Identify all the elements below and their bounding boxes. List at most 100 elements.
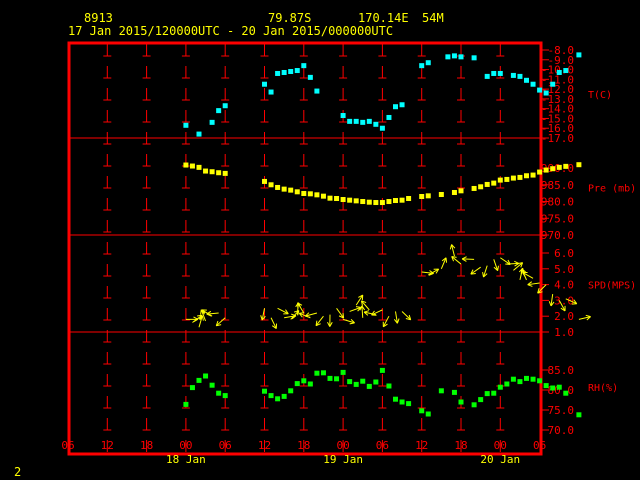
wind-arrow-head — [359, 305, 363, 311]
wind-arrow-head — [355, 306, 362, 308]
humidity-point — [517, 379, 523, 385]
humidity-point — [530, 376, 536, 382]
wind-arrow-shaft — [215, 317, 226, 327]
wind-arrow-shaft — [440, 257, 447, 269]
wind-arrow — [260, 308, 266, 321]
y-tick-label: 970.0 — [541, 229, 574, 242]
wind-arrow-head — [360, 300, 363, 306]
wind-arrow-head — [315, 323, 321, 327]
wind-arrow-shaft — [558, 300, 566, 312]
pressure-point — [373, 200, 379, 206]
wind-arrow-shaft — [382, 315, 390, 328]
temperature-point — [537, 87, 543, 93]
wind-arrow-head — [521, 268, 526, 273]
pressure-point — [438, 191, 444, 197]
wind-arrow-head — [361, 305, 366, 311]
wind-arrow — [371, 309, 383, 316]
y-tick-label: 975.0 — [541, 212, 574, 225]
wind-arrow-head — [297, 310, 300, 316]
humidity-point — [556, 384, 562, 390]
wind-arrow-shaft — [527, 282, 540, 286]
wind-arrow — [359, 305, 366, 318]
x-tick-label: 12 — [101, 439, 114, 452]
pressure-point — [484, 181, 490, 187]
temperature-point — [458, 54, 464, 60]
temperature-point — [360, 119, 366, 125]
wind-arrow-head — [315, 320, 318, 326]
temperature-point — [307, 74, 313, 80]
temperature-point — [353, 118, 359, 124]
x-tick-label: 06 — [376, 439, 389, 452]
humidity-point — [373, 379, 379, 385]
humidity-point — [471, 402, 477, 408]
temperature-point — [275, 70, 281, 76]
wind-arrow-head — [441, 257, 447, 262]
wind-arrow — [215, 317, 226, 327]
wind-arrow — [558, 300, 566, 312]
wind-arrow-head — [461, 256, 467, 260]
temperature-point — [576, 52, 582, 58]
temperature-point — [497, 70, 503, 76]
humidity-point — [379, 367, 385, 373]
wind-arrow-head — [201, 309, 205, 315]
wind-arrow-head — [297, 302, 303, 306]
wind-arrow-shaft — [277, 307, 289, 315]
y-tick-label: -16.0 — [541, 122, 574, 135]
temperature-point — [294, 68, 300, 74]
x-tick-label: 18 — [454, 439, 467, 452]
wind-arrow-shaft — [342, 318, 355, 324]
wind-arrow-head — [197, 314, 203, 317]
pressure-point — [360, 199, 366, 205]
humidity-point — [399, 399, 405, 405]
wind-arrow — [482, 265, 488, 278]
temperature-point — [196, 131, 202, 137]
temperature-point — [386, 114, 392, 120]
wind-arrow-head — [470, 273, 476, 275]
humidity-point — [203, 373, 209, 379]
temperature-point — [484, 73, 490, 79]
wind-arrow-head — [298, 312, 303, 318]
temperature-point — [366, 118, 372, 124]
wind-arrow — [451, 256, 462, 265]
wind-arrow — [427, 268, 440, 276]
humidity-point — [406, 401, 412, 407]
pressure-point — [288, 187, 294, 193]
humidity-point — [281, 393, 287, 399]
wind-arrow-shaft — [401, 311, 412, 321]
wind-arrow-head — [305, 315, 311, 318]
pressure-point — [471, 185, 477, 191]
wind-arrow-shaft — [500, 257, 511, 265]
pressure-point — [451, 189, 457, 195]
wind-arrow-head — [358, 294, 363, 298]
wind-arrow — [470, 266, 481, 275]
temperature-point — [543, 90, 549, 96]
humidity-point — [438, 388, 444, 394]
temperature-point — [314, 88, 320, 94]
wind-arrow — [270, 317, 278, 329]
temperature-point — [419, 63, 425, 69]
wind-arrow-head — [361, 300, 367, 304]
pressure-point — [353, 198, 359, 204]
wind-arrow-head — [291, 313, 297, 317]
wind-arrow — [522, 271, 534, 279]
wind-axis-label: SPD(MPS) — [588, 281, 636, 292]
y-tick-label: 4.0 — [554, 279, 574, 292]
humidity-point — [327, 375, 333, 381]
wind-arrow-head — [408, 314, 412, 320]
humidity-point — [209, 382, 215, 388]
pressure-axis-label: Pre (mb) — [588, 184, 636, 195]
humidity-point — [262, 388, 267, 394]
wind-arrow — [565, 298, 578, 305]
wind-arrow-head — [451, 256, 455, 262]
humidity-point — [550, 385, 556, 391]
x-tick-label: 18 — [297, 439, 310, 452]
wind-arrow-head — [470, 269, 474, 275]
wind-arrow-head — [349, 322, 355, 325]
wind-arrow-shaft — [297, 302, 305, 314]
wind-arrow-head — [215, 320, 219, 326]
wind-arrow — [440, 257, 448, 269]
y-tick-label: -8.0 — [548, 44, 575, 57]
humidity-point — [563, 390, 569, 396]
wind-arrow-shaft — [355, 294, 364, 306]
